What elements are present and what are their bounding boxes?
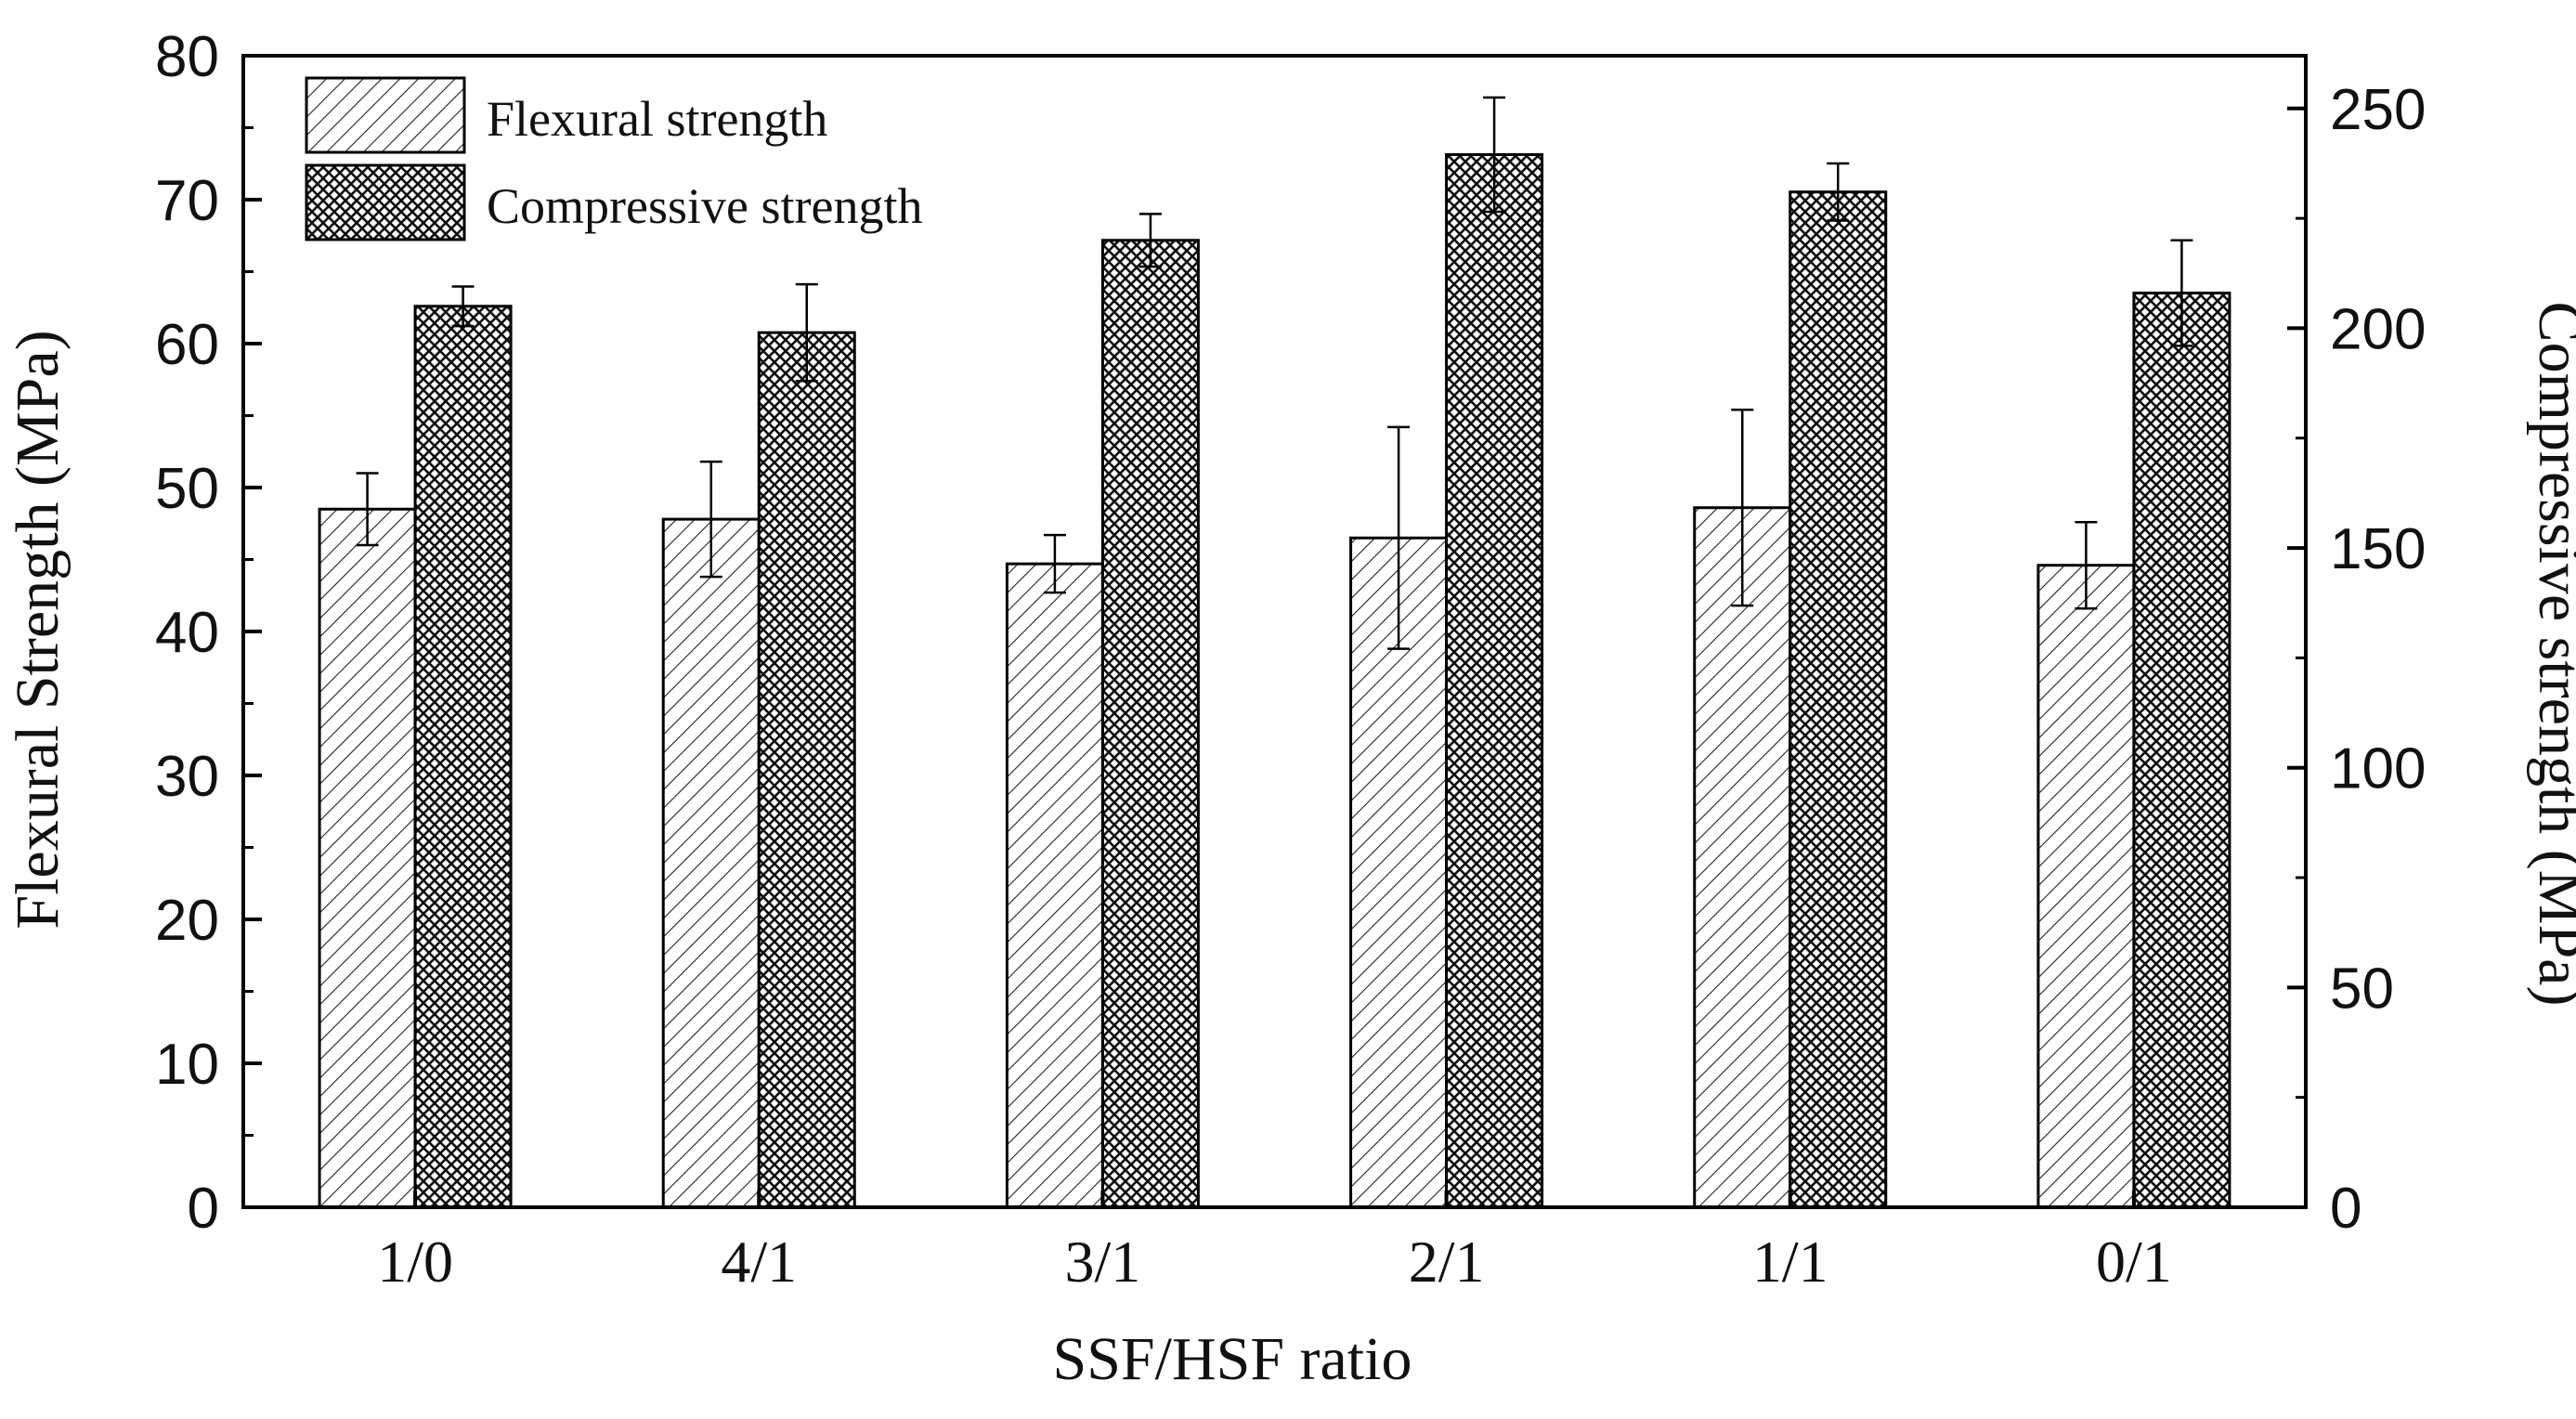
bar-flexural	[1693, 506, 1792, 1209]
bar-compressive	[1445, 152, 1544, 1209]
legend-label-flexural: Flexural strength	[487, 91, 827, 147]
x-tick-label: 1/0	[377, 1229, 453, 1295]
legend-label-compressive: Compressive strength	[487, 178, 922, 234]
x-tick-label: 4/1	[721, 1229, 797, 1295]
bar-compressive	[757, 331, 856, 1209]
y-axis-right-label: Compressive strength (MPa)	[2526, 302, 2576, 1007]
bar-flexural	[318, 507, 417, 1209]
right-axis: 0 50 100 150 200 250	[2287, 78, 2426, 1241]
left-tick-label: 70	[155, 169, 219, 233]
right-tick-label: 100	[2330, 737, 2426, 801]
left-tick-label: 50	[155, 457, 219, 521]
legend: Flexural strength Compressive strength	[305, 76, 922, 241]
bar-flexural	[661, 517, 761, 1209]
x-axis-label: SSF/HSF ratio	[1053, 1325, 1412, 1393]
bar-flexural	[1005, 562, 1104, 1209]
bar-compressive	[1100, 239, 1200, 1209]
left-tick-label: 40	[155, 601, 219, 665]
right-tick-label: 150	[2330, 517, 2426, 581]
right-tick-label: 0	[2330, 1177, 2361, 1241]
y-axis-left-label: Flexural Strength (MPa)	[4, 330, 72, 929]
left-tick-label: 80	[155, 25, 219, 89]
x-axis: 1/0 4/1 3/1 2/1 1/1 0/1	[377, 1191, 2172, 1295]
bar-compressive	[413, 305, 513, 1209]
x-tick-label: 0/1	[2096, 1229, 2172, 1295]
left-tick-label: 20	[155, 889, 219, 953]
left-tick-label: 0	[188, 1177, 219, 1241]
right-tick-label: 200	[2330, 297, 2426, 361]
legend-swatch-compressive	[305, 163, 466, 241]
right-tick-label: 250	[2330, 78, 2426, 142]
bar-flexural	[2036, 564, 2136, 1209]
left-axis: 0 10 20 30 40 50 60 70 80	[155, 25, 262, 1241]
left-tick-label: 30	[155, 745, 219, 809]
x-tick-label: 1/1	[1752, 1229, 1828, 1295]
x-tick-label: 3/1	[1065, 1229, 1141, 1295]
bar-compressive	[1789, 190, 1888, 1209]
error-bars-layer	[356, 96, 2193, 650]
x-tick-label: 2/1	[1409, 1229, 1485, 1295]
left-tick-label: 60	[155, 313, 219, 377]
left-tick-label: 10	[155, 1033, 219, 1097]
right-tick-label: 50	[2330, 957, 2394, 1021]
bar-compressive	[2132, 292, 2231, 1209]
legend-swatch-flexural	[305, 76, 466, 154]
bars-layer	[318, 152, 2231, 1209]
